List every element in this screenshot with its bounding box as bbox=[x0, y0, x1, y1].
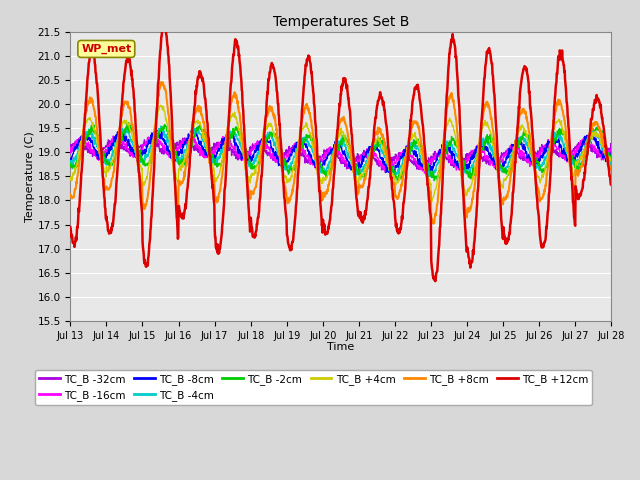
Text: WP_met: WP_met bbox=[81, 44, 131, 54]
X-axis label: Time: Time bbox=[327, 342, 355, 352]
Legend: TC_B -32cm, TC_B -16cm, TC_B -8cm, TC_B -4cm, TC_B -2cm, TC_B +4cm, TC_B +8cm, T: TC_B -32cm, TC_B -16cm, TC_B -8cm, TC_B … bbox=[35, 370, 593, 405]
Title: Temperatures Set B: Temperatures Set B bbox=[273, 15, 409, 29]
Y-axis label: Temperature (C): Temperature (C) bbox=[24, 131, 35, 222]
